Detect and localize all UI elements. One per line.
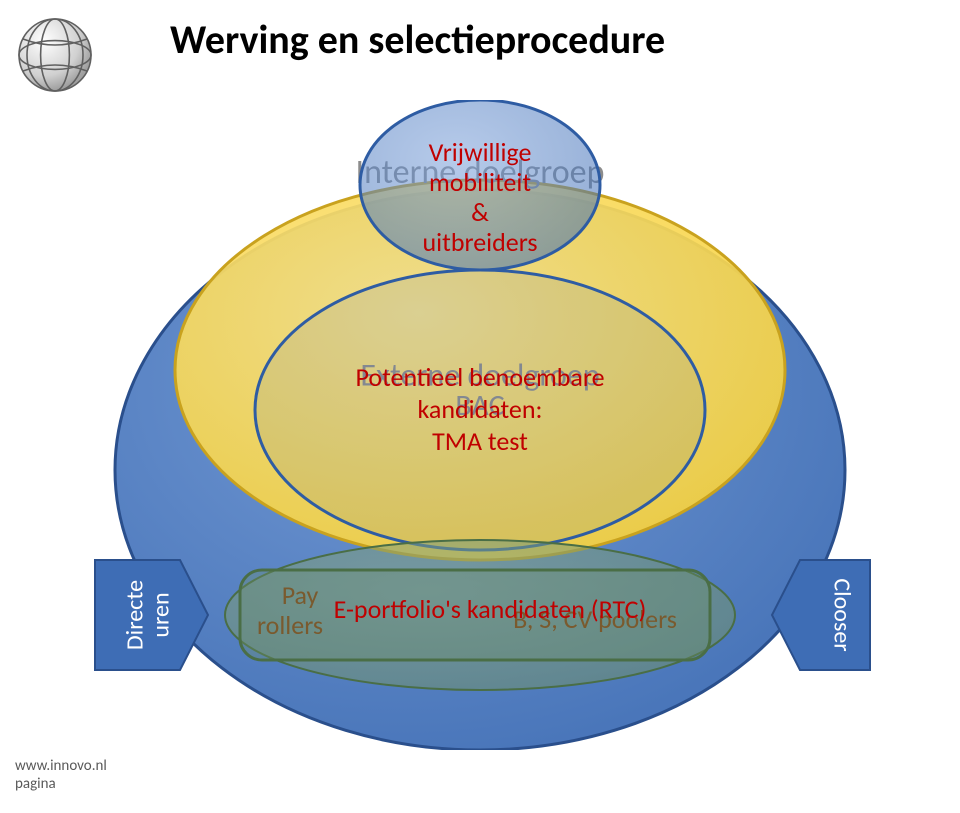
svg-text:TMA test: TMA test [432, 425, 528, 457]
footer-url: www.innovo.nl [15, 757, 107, 775]
venn-diagram: Interne doelgroepExterne doelgroepBACVri… [0, 100, 960, 750]
svg-text:&: & [471, 196, 489, 228]
footer: www.innovo.nl pagina [15, 757, 107, 793]
svg-text:E-portfolio's kandidaten (RTC): E-portfolio's kandidaten (RTC) [334, 593, 647, 625]
svg-text:Potentieel benoembare: Potentieel benoembare [355, 361, 604, 393]
svg-text:uren: uren [147, 592, 176, 637]
page-title: Werving en selectieprocedure [170, 15, 665, 64]
footer-page: pagina [15, 775, 107, 793]
svg-text:Vrijwillige: Vrijwillige [429, 136, 532, 168]
svg-text:mobiliteit: mobiliteit [429, 166, 531, 198]
svg-text:Clooser: Clooser [827, 578, 856, 651]
svg-text:uitbreiders: uitbreiders [422, 226, 537, 258]
svg-text:rollers: rollers [257, 609, 323, 641]
svg-text:kandidaten:: kandidaten: [418, 393, 543, 425]
svg-text:Directe: Directe [121, 580, 150, 650]
logo-sphere [15, 15, 95, 95]
svg-text:Pay: Pay [282, 579, 319, 611]
